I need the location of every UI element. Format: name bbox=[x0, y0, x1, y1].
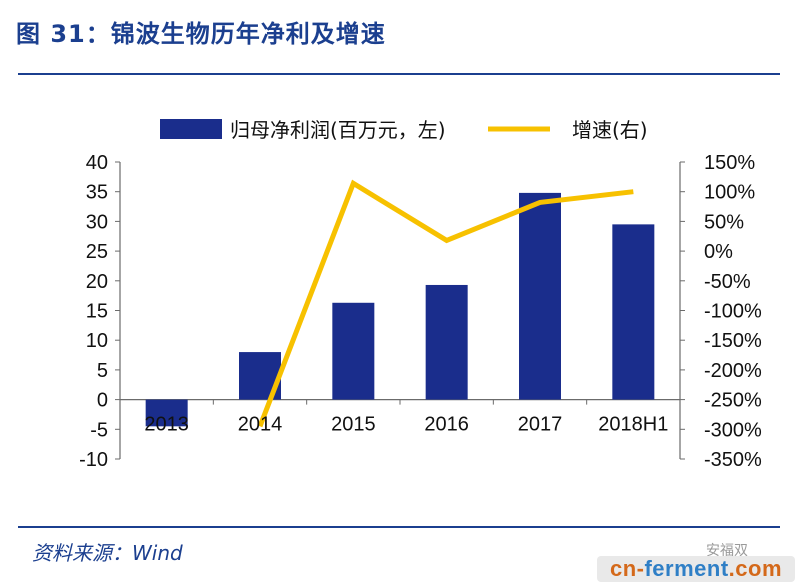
x-tick-label: 2017 bbox=[518, 414, 563, 436]
left-y-tick-label: 35 bbox=[86, 182, 108, 204]
brand-badge: cn-ferment.com bbox=[597, 556, 795, 582]
growth-line-series bbox=[257, 179, 634, 428]
left-y-tick-label: 30 bbox=[86, 211, 108, 233]
left-y-tick-label: 0 bbox=[97, 390, 108, 412]
chart-legend: 归母净利润(百万元，左) 增速(右) bbox=[160, 118, 648, 142]
figure-source: 资料来源：Wind bbox=[32, 541, 183, 565]
x-tick-label: 2015 bbox=[331, 414, 376, 436]
right-y-tick-label: -50% bbox=[704, 271, 751, 293]
legend-label-line: 增速(右) bbox=[572, 118, 648, 142]
source-divider bbox=[18, 526, 780, 528]
figure-title: 图 31：锦波生物历年净利及增速 bbox=[16, 20, 386, 48]
left-y-tick-label: 5 bbox=[97, 360, 108, 382]
left-y-tick-label: 25 bbox=[86, 241, 108, 263]
right-y-tick-label: -200% bbox=[704, 360, 762, 382]
legend-label-bar: 归母净利润(百万元，左) bbox=[230, 118, 446, 142]
x-tick-label: 2014 bbox=[238, 414, 283, 436]
profit-bar bbox=[425, 284, 468, 400]
y-axis-labels: -10 -5 0 5 10 15 20 25 30 35 40 -350% -300% -250% -200… bbox=[79, 152, 762, 471]
brand-part3: .com bbox=[728, 556, 783, 581]
right-y-tick-label: -300% bbox=[704, 419, 762, 441]
left-y-tick-label: 20 bbox=[86, 271, 108, 293]
profit-bars bbox=[145, 192, 655, 427]
x-tick-label: 2018H1 bbox=[598, 414, 668, 436]
right-y-tick-label: -150% bbox=[704, 330, 762, 352]
right-y-tick-label: -250% bbox=[704, 390, 762, 412]
x-axis-labels: 2013 2014 2015 2016 2017 2018H1 bbox=[144, 414, 668, 436]
net-profit-chart: 2013 2014 2015 2016 2017 2018H1 -10 -5 0 5 10 15 20… bbox=[79, 118, 762, 471]
x-tick-label: 2016 bbox=[424, 414, 469, 436]
brand-part2: ferment bbox=[644, 556, 729, 581]
profit-bar bbox=[519, 192, 561, 400]
title-divider bbox=[18, 73, 780, 75]
brand-part1: cn- bbox=[609, 556, 645, 581]
left-y-tick-label: -10 bbox=[79, 449, 108, 471]
left-y-tick-label: 10 bbox=[86, 330, 108, 352]
right-y-tick-label: 50% bbox=[704, 211, 744, 233]
left-y-tick-label: -5 bbox=[90, 419, 108, 441]
left-y-tick-label: 15 bbox=[86, 301, 108, 323]
profit-bar bbox=[145, 399, 188, 427]
right-y-tick-label: -350% bbox=[704, 449, 762, 471]
right-y-tick-label: 100% bbox=[704, 182, 755, 204]
chart-axes bbox=[115, 161, 685, 460]
x-tick-label: 2013 bbox=[144, 414, 189, 436]
right-y-tick-label: -100% bbox=[704, 301, 762, 323]
profit-bar bbox=[332, 302, 375, 400]
profit-bar bbox=[612, 224, 655, 400]
right-y-tick-label: 150% bbox=[704, 152, 755, 174]
watermark-text: 安福双 bbox=[706, 543, 748, 559]
left-y-tick-label: 40 bbox=[86, 152, 108, 174]
right-y-tick-label: 0% bbox=[704, 241, 733, 263]
legend-swatch-bar bbox=[160, 119, 222, 139]
